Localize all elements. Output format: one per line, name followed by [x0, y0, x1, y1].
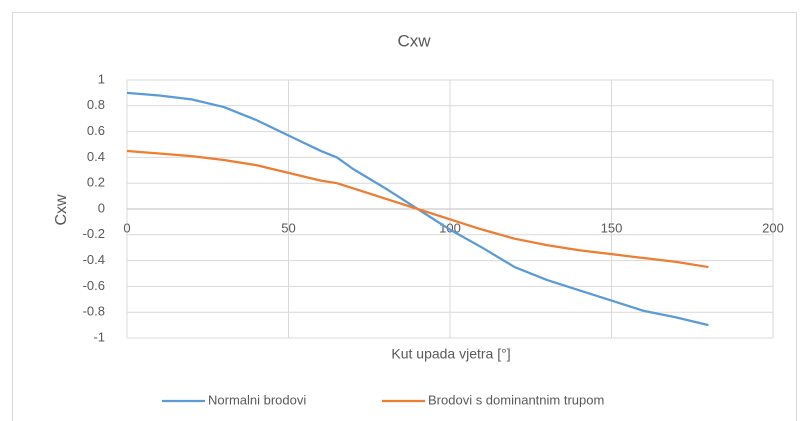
x-tick-label: 150 [601, 220, 623, 235]
y-axis-label: Cxw [53, 194, 70, 226]
y-tick-label: -0.4 [83, 252, 105, 267]
x-tick-label: 200 [762, 220, 784, 235]
y-tick-label: 0.4 [87, 149, 105, 164]
x-tick-label: 50 [281, 220, 295, 235]
x-tick-label: 0 [123, 220, 130, 235]
y-tick-label: 0.6 [87, 123, 105, 138]
y-tick-label: 0.8 [87, 97, 105, 112]
legend-label: Normalni brodovi [208, 392, 306, 407]
chart-title: Cxw [397, 31, 431, 50]
y-tick-label: -0.2 [83, 226, 105, 241]
y-tick-label: 0.2 [87, 175, 105, 190]
y-tick-label: -1 [93, 329, 105, 344]
series-line [126, 91, 709, 327]
y-tick-label: -0.6 [83, 278, 105, 293]
y-tick-label: -0.8 [83, 304, 105, 319]
y-tick-label: 1 [98, 71, 105, 86]
chart-border [12, 12, 797, 421]
legend-label: Brodovi s dominantnim trupom [428, 392, 604, 407]
series-line [126, 149, 709, 269]
x-axis-label: Kut upada vjetra [°] [391, 346, 510, 362]
y-tick-label: 0 [98, 200, 105, 215]
